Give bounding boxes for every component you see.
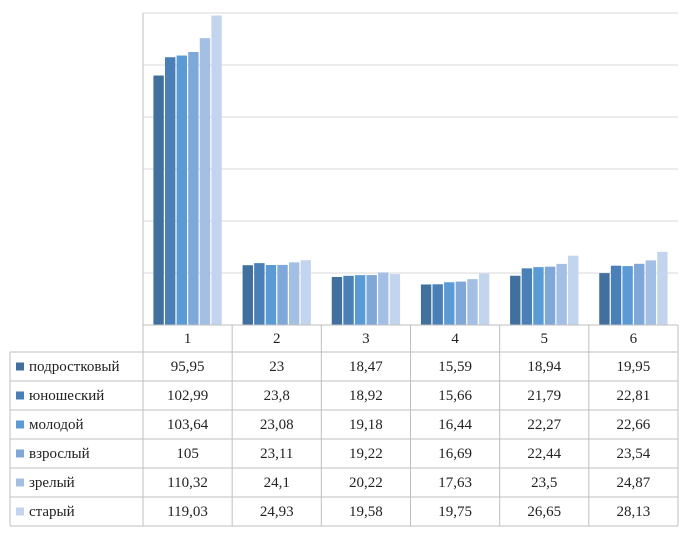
bar — [277, 264, 288, 325]
bar — [199, 38, 211, 325]
legend-label: взрослый — [29, 446, 90, 462]
bar — [544, 266, 556, 325]
bar — [622, 266, 633, 325]
bar — [599, 273, 610, 325]
legend-key — [16, 362, 24, 371]
data-label: 102,99 — [167, 388, 208, 404]
bar — [165, 57, 176, 325]
bar — [467, 279, 478, 325]
bar — [265, 264, 277, 325]
data-label: 24,87 — [617, 475, 651, 491]
x-tick-label: 6 — [630, 331, 638, 347]
x-tick-label: 5 — [541, 331, 549, 347]
data-label: 17,63 — [438, 475, 472, 491]
legend-label: молодой — [29, 417, 84, 433]
bar — [254, 263, 265, 325]
data-label: 22,81 — [617, 388, 651, 404]
data-label: 20,22 — [349, 475, 383, 491]
x-tick-label: 2 — [273, 331, 281, 347]
data-label: 16,69 — [438, 446, 472, 462]
data-label: 24,93 — [260, 504, 294, 520]
legend-label: подростковый — [29, 359, 120, 375]
data-label: 23,11 — [260, 446, 293, 462]
bar — [455, 281, 467, 325]
bar — [634, 263, 645, 325]
bar — [366, 275, 377, 325]
data-label: 105 — [176, 446, 199, 462]
data-label: 28,13 — [617, 504, 651, 520]
bar — [211, 15, 222, 325]
data-label: 23,08 — [260, 417, 294, 433]
legend-key — [16, 478, 24, 487]
x-tick-label: 4 — [451, 331, 459, 347]
bar — [420, 284, 432, 325]
data-label: 23,54 — [617, 446, 651, 462]
bar — [153, 75, 164, 325]
bar — [478, 273, 490, 325]
x-tick-label: 3 — [362, 331, 370, 347]
data-label: 23,8 — [264, 388, 290, 404]
bar — [510, 275, 521, 325]
data-label: 22,66 — [617, 417, 651, 433]
data-label: 18,92 — [349, 388, 383, 404]
legend-label: старый — [29, 504, 75, 520]
data-label: 22,44 — [527, 446, 561, 462]
data-label: 19,75 — [438, 504, 472, 520]
bar — [645, 260, 656, 325]
data-label: 19,22 — [349, 446, 383, 462]
bar — [354, 275, 366, 325]
bar — [444, 282, 455, 325]
bar — [521, 268, 533, 325]
bar — [176, 55, 187, 325]
data-label: 22,27 — [527, 417, 561, 433]
data-label: 21,79 — [527, 388, 561, 404]
bar — [568, 255, 579, 325]
bar — [556, 263, 567, 325]
data-label: 24,1 — [264, 475, 290, 491]
data-label: 19,18 — [349, 417, 383, 433]
legend-key — [16, 391, 24, 400]
bar — [533, 267, 544, 325]
bar — [610, 265, 622, 325]
data-label: 95,95 — [171, 359, 205, 375]
legend-key — [16, 449, 24, 458]
bar — [288, 262, 300, 325]
data-label: 26,65 — [527, 504, 561, 520]
data-label: 119,03 — [167, 504, 208, 520]
data-label: 110,32 — [167, 475, 208, 491]
data-label: 16,44 — [438, 417, 472, 433]
legend-key — [16, 420, 24, 429]
bar — [242, 265, 253, 325]
legend-label: зрелый — [29, 475, 75, 491]
bar — [188, 52, 199, 325]
data-label: 23 — [269, 359, 284, 375]
legend-label: юношеский — [29, 388, 104, 404]
data-label: 18,47 — [349, 359, 383, 375]
bar — [343, 275, 354, 325]
x-tick-label: 1 — [184, 331, 192, 347]
bar — [378, 272, 389, 325]
data-label: 18,94 — [527, 359, 561, 375]
bar — [657, 251, 668, 325]
data-label: 19,95 — [617, 359, 651, 375]
bar — [300, 260, 311, 325]
legend-key — [16, 507, 24, 516]
bar — [432, 284, 443, 325]
data-label: 19,58 — [349, 504, 383, 520]
data-label: 103,64 — [167, 417, 209, 433]
data-label: 23,5 — [531, 475, 557, 491]
data-label: 15,59 — [438, 359, 472, 375]
bar — [389, 274, 401, 325]
bar — [331, 276, 343, 325]
data-label: 15,66 — [438, 388, 472, 404]
